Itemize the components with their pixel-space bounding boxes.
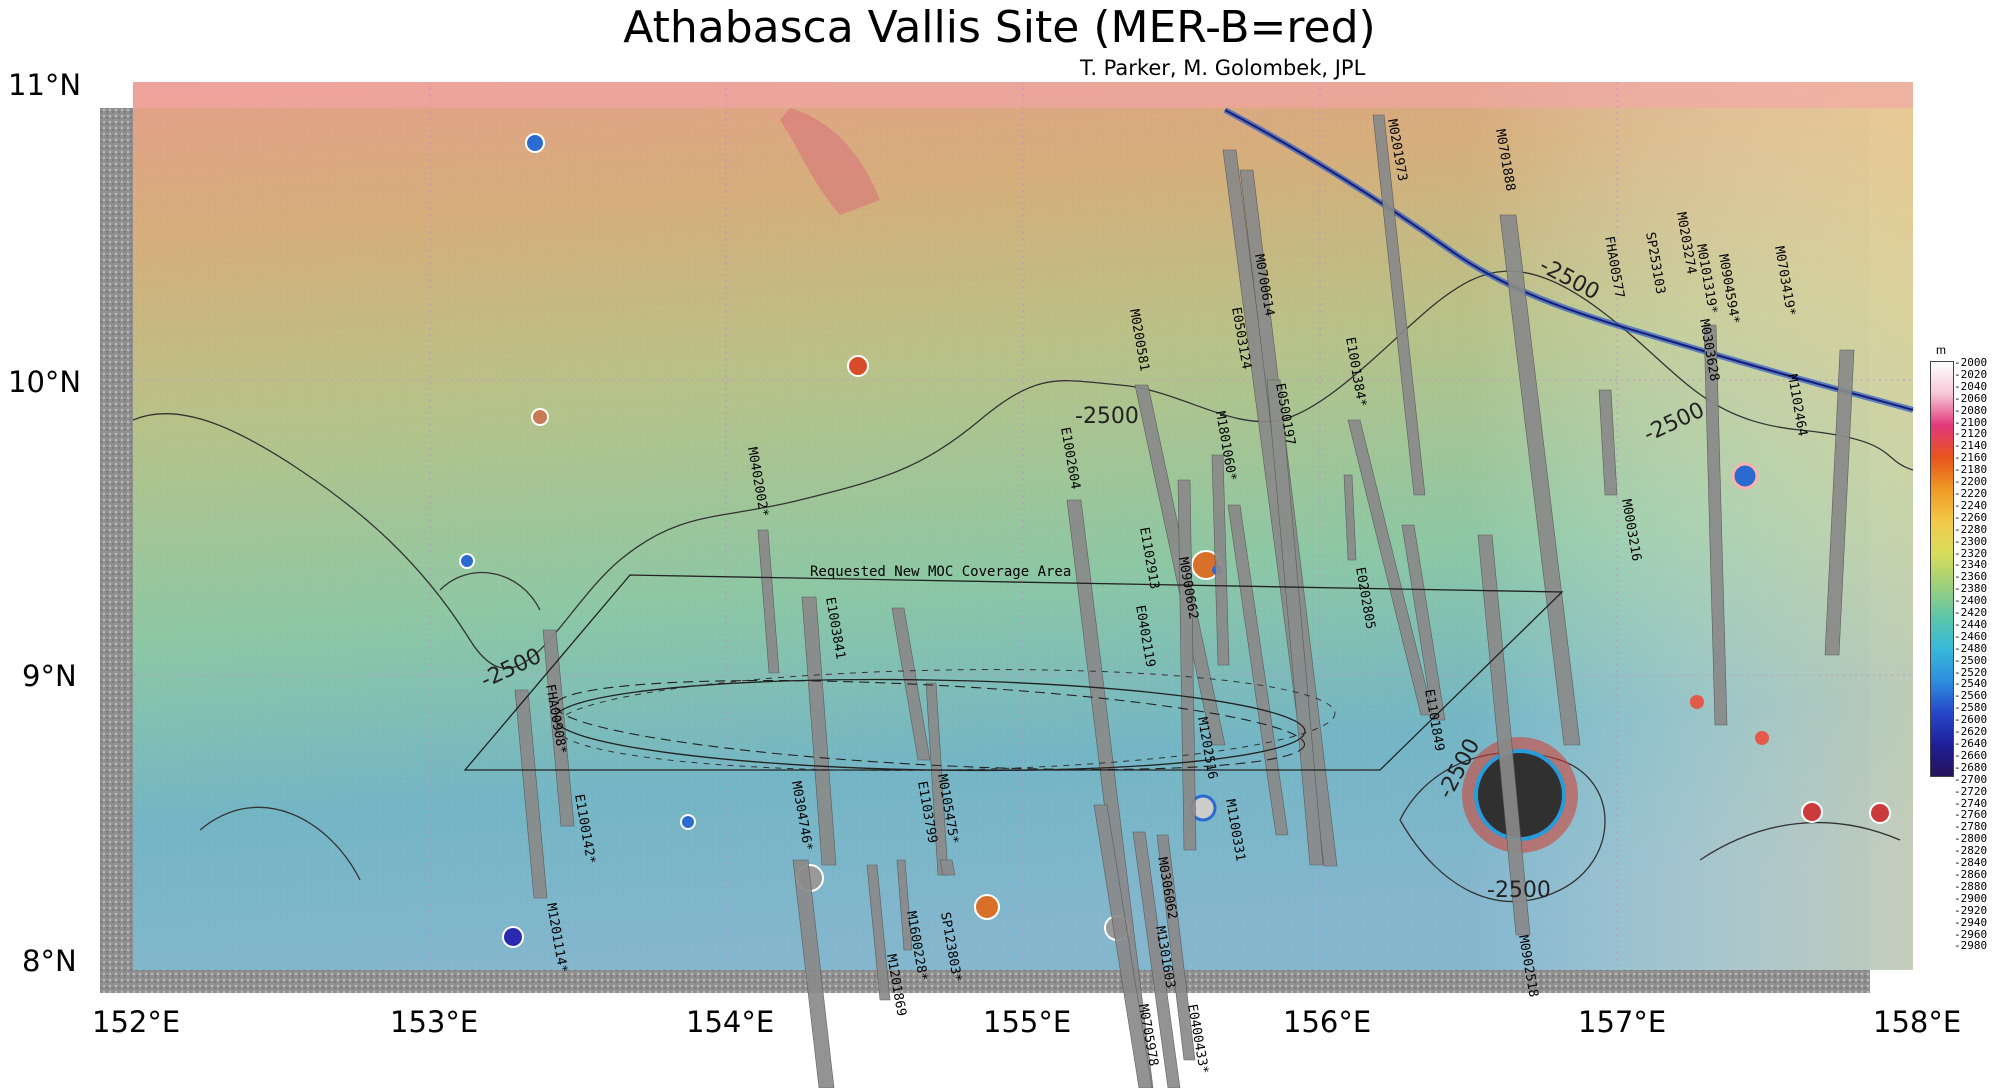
colorbar-tick: -2280 — [1954, 522, 1988, 536]
colorbar-tick: -2120 — [1954, 427, 1988, 441]
lon-label-156e: 156°E — [1283, 1005, 1372, 1039]
colorbar-tick: -2680 — [1954, 760, 1988, 774]
high-terrain-patch — [780, 108, 880, 215]
colorbar-unit: m — [1936, 343, 1946, 357]
colorbar-tick: -2540 — [1954, 677, 1988, 691]
colorbar-tick: -2740 — [1954, 796, 1988, 810]
lon-label-153e: 153°E — [390, 1005, 479, 1039]
colorbar-tick: -2780 — [1954, 820, 1988, 834]
colorbar-tick: -2400 — [1954, 594, 1988, 608]
colorbar-tick: -2940 — [1954, 915, 1988, 929]
colorbar-tick: -2380 — [1954, 582, 1988, 596]
small-craters — [459, 133, 1891, 948]
colorbar-tick: -2840 — [1954, 856, 1988, 870]
map-credits: T. Parker, M. Golombek, JPL — [1080, 56, 1366, 80]
colorbar-tick: -2140 — [1954, 439, 1988, 453]
colorbar-tick: -2000 — [1954, 356, 1988, 369]
colorbar-tick: -2880 — [1954, 879, 1988, 893]
colorbar-tick: -2760 — [1954, 808, 1988, 822]
colorbar-tick: -2900 — [1954, 891, 1988, 905]
lon-label-155e: 155°E — [983, 1005, 1072, 1039]
colorbar-tick: -2980 — [1954, 939, 1988, 953]
colorbar-tick: -2660 — [1954, 748, 1988, 762]
colorbar-tick: -2420 — [1954, 606, 1988, 620]
lon-label-157e: 157°E — [1578, 1005, 1667, 1039]
colorbar-tick: -2360 — [1954, 570, 1988, 584]
colorbar-tick: -2800 — [1954, 832, 1988, 846]
colorbar-tick: -2020 — [1954, 367, 1988, 381]
contour-label: -2500 — [1075, 404, 1139, 429]
colorbar-tick: -2180 — [1954, 463, 1988, 477]
colorbar-tick: -2040 — [1954, 379, 1988, 393]
colorbar-tick: -2520 — [1954, 665, 1988, 679]
request-area-label: Requested New MOC Coverage Area — [810, 564, 1071, 580]
lat-label-9n: 9°N — [22, 659, 77, 693]
colorbar-tick: -2460 — [1954, 629, 1988, 643]
colorbar-tick: -2100 — [1954, 415, 1988, 429]
colorbar-tick: -2560 — [1954, 689, 1988, 703]
colorbar-tick-labels: -2000 -2020 -2040 -2060 -2080 -2100 -2120 -2140… — [1954, 357, 1987, 952]
colorbar-tick: -2320 — [1954, 546, 1988, 560]
colorbar-tick: -2220 — [1954, 486, 1988, 500]
colorbar-tick: -2300 — [1954, 534, 1988, 548]
requested-coverage-area — [463, 574, 1564, 771]
landing-ellipses — [554, 669, 1336, 772]
colorbar-tick: -2340 — [1954, 558, 1988, 572]
large-crater — [1462, 737, 1578, 853]
lat-label-11n: 11°N — [8, 68, 82, 102]
lat-label-8n: 8°N — [22, 944, 77, 978]
colorbar-tick: -2700 — [1954, 772, 1988, 786]
colorbar-tick: -2440 — [1954, 617, 1988, 631]
colorbar-tick: -2620 — [1954, 725, 1988, 739]
colorbar-tick: -2580 — [1954, 701, 1988, 715]
colorbar-tick: -2640 — [1954, 737, 1988, 750]
colorbar-tick: -2820 — [1954, 844, 1988, 858]
moc-image-strips — [514, 114, 1855, 1088]
colorbar-tick: -2960 — [1954, 927, 1988, 941]
lon-label-158e: 158°E — [1873, 1005, 1962, 1039]
colorbar-tick: -2080 — [1954, 403, 1988, 417]
elevation-colorbar — [1930, 361, 1954, 777]
colorbar-tick: -2500 — [1954, 653, 1988, 667]
lon-label-152e: 152°E — [92, 1005, 181, 1039]
map-title: Athabasca Vallis Site (MER-B=red) — [623, 2, 1376, 53]
colorbar-tick: -2060 — [1954, 391, 1988, 405]
colorbar-tick: -2920 — [1954, 903, 1988, 917]
colorbar-tick: -2160 — [1954, 451, 1988, 465]
colorbar-tick: -2240 — [1954, 498, 1988, 512]
lon-label-154e: 154°E — [686, 1005, 775, 1039]
contour-label: -2500 — [1487, 878, 1551, 903]
colorbar-tick: -2600 — [1954, 713, 1988, 727]
colorbar-tick: -2860 — [1954, 867, 1988, 881]
colorbar-tick: -2200 — [1954, 475, 1988, 489]
colorbar-tick: -2260 — [1954, 510, 1988, 524]
lat-label-10n: 10°N — [8, 365, 82, 399]
channel-thalweg — [1224, 109, 1914, 411]
colorbar-tick: -2720 — [1954, 784, 1988, 798]
colorbar-tick: -2480 — [1954, 641, 1988, 655]
